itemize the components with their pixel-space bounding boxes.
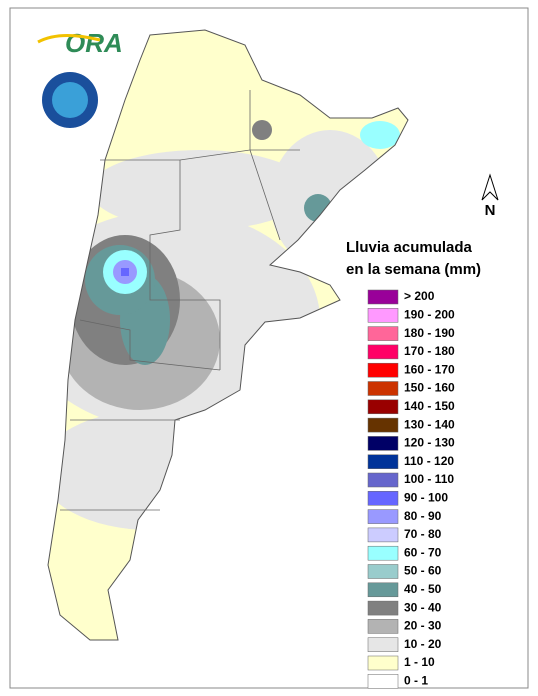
legend-swatch (367, 436, 399, 451)
legend-swatch (367, 289, 399, 305)
legend-swatch (367, 527, 399, 543)
legend-label: 110 - 120 (404, 454, 454, 468)
legend-swatch (367, 545, 399, 561)
legend-label: 20 - 30 (404, 619, 442, 633)
legend-swatch (367, 600, 399, 616)
legend-swatch (367, 582, 399, 598)
legend-label: 10 - 20 (404, 637, 442, 651)
legend-label: 30 - 40 (404, 600, 442, 614)
legend-title: Lluvia acumulada (346, 239, 473, 256)
rain-map (48, 30, 408, 640)
legend-swatch (367, 362, 399, 378)
legend-label: 140 - 150 (404, 399, 455, 413)
north-label: N (485, 202, 496, 219)
frame (9, 7, 529, 689)
legend-swatch (367, 454, 399, 469)
legend-label: 1 - 10 (404, 655, 435, 669)
legend-label: 170 - 180 (404, 344, 455, 358)
legend-swatch (367, 417, 399, 433)
legend-swatch (367, 655, 399, 671)
legend-swatch (367, 491, 399, 506)
legend-swatch (367, 674, 399, 689)
legend-label: > 200 (404, 289, 435, 303)
legend-swatch (367, 472, 399, 488)
legend-label: 40 - 50 (404, 582, 442, 596)
legend-label: 80 - 90 (404, 509, 442, 523)
logo-text: ORA (65, 28, 123, 58)
legend-swatch (367, 399, 399, 415)
legend-label: 160 - 170 (404, 362, 455, 376)
legend-label: 190 - 200 (404, 307, 455, 321)
legend-title: en la semana (mm) (346, 261, 481, 278)
legend-swatch (367, 564, 399, 579)
legend-label: 70 - 80 (404, 527, 442, 541)
legend-swatch (367, 637, 399, 652)
legend-label: 150 - 160 (404, 381, 455, 395)
legend-swatch (367, 381, 399, 396)
legend-swatch (367, 509, 399, 524)
legend-swatch (367, 326, 399, 341)
legend-label: 130 - 140 (404, 417, 455, 431)
legend-swatch (367, 308, 399, 323)
legend-label: 50 - 60 (404, 564, 442, 578)
province-borders (60, 90, 300, 511)
legend-swatch (367, 619, 399, 634)
legend-label: 60 - 70 (404, 545, 442, 559)
legend-label: 90 - 100 (404, 490, 448, 504)
legend-label: 0 - 1 (404, 673, 428, 687)
legend-label: 100 - 110 (404, 472, 454, 486)
legend-label: 120 - 130 (404, 436, 455, 450)
legend-label: 180 - 190 (404, 326, 455, 340)
legend: Lluvia acumulada en la semana (mm) > 200 19… (346, 239, 481, 689)
legend-swatch (367, 344, 399, 360)
